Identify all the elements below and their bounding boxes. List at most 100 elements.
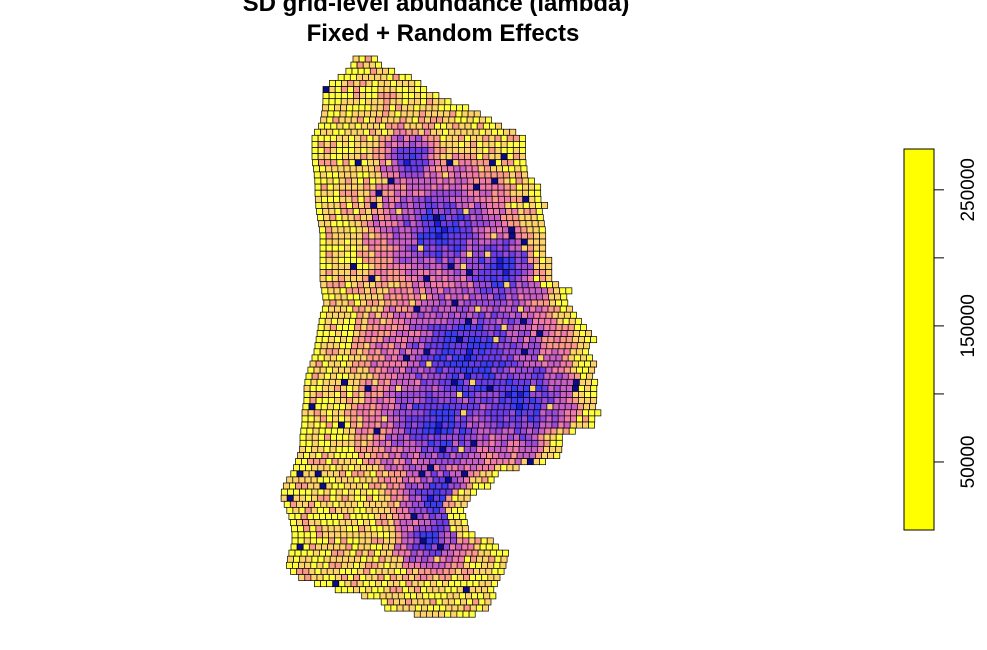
grid-cell (405, 177, 413, 185)
grid-cell (448, 171, 455, 179)
grid-cell (497, 189, 505, 197)
grid-cell (432, 378, 440, 386)
grid-cell (489, 549, 497, 557)
grid-cell (362, 263, 370, 270)
grid-cell (488, 134, 496, 142)
grid-cell (456, 561, 464, 569)
grid-cell (573, 324, 581, 331)
grid-cell (498, 287, 506, 295)
grid-cell (484, 458, 492, 466)
grid-cell (363, 342, 371, 350)
grid-cell (469, 299, 477, 307)
grid-cell (495, 317, 503, 325)
grid-cell (323, 147, 331, 154)
grid-cell (456, 104, 463, 112)
grid-cell (356, 116, 364, 124)
grid-cell (325, 269, 333, 276)
grid-cell (386, 226, 394, 234)
grid-cell (459, 317, 466, 325)
grid-cell (491, 470, 499, 478)
grid-cell (447, 275, 455, 283)
grid-cell (527, 177, 535, 185)
grid-cell (429, 366, 437, 374)
grid-cell (469, 604, 477, 612)
grid-cell (478, 232, 486, 240)
grid-cell (374, 238, 382, 246)
grid-cell (494, 324, 502, 331)
grid-cell (527, 232, 534, 240)
grid-cell (526, 317, 533, 325)
grid-cell (335, 299, 343, 307)
grid-cell (347, 92, 354, 100)
grid-cell (400, 403, 407, 411)
grid-cell (444, 586, 452, 594)
grid-cell (369, 519, 377, 527)
grid-cell (438, 507, 446, 514)
grid-cell (386, 421, 394, 429)
grid-cell (323, 555, 331, 563)
grid-cell (461, 189, 468, 197)
grid-cell (417, 116, 425, 124)
grid-cell (329, 147, 337, 154)
grid-cell (380, 458, 388, 466)
grid-cell (562, 317, 570, 325)
grid-cell (325, 256, 333, 264)
grid-cell (415, 464, 422, 472)
grid-cell (433, 214, 440, 222)
grid-cell (353, 299, 361, 307)
grid-cell (395, 531, 403, 539)
grid-cell (447, 269, 455, 276)
grid-cell (313, 458, 321, 466)
grid-cell (442, 500, 450, 508)
grid-cell (423, 366, 431, 374)
grid-cell (455, 195, 463, 203)
grid-cell (328, 378, 336, 386)
grid-cell (372, 324, 380, 331)
grid-cell (547, 336, 555, 344)
grid-cell (521, 171, 529, 179)
grid-cell (466, 250, 473, 258)
grid-cell (357, 519, 364, 527)
grid-cell (471, 592, 478, 600)
grid-cell (419, 305, 427, 313)
grid-cell (457, 330, 464, 337)
grid-cell (316, 507, 324, 514)
grid-cell (312, 513, 320, 520)
grid-cell (517, 360, 524, 368)
grid-cell (565, 397, 573, 405)
grid-cell (384, 446, 392, 453)
grid-cell (327, 452, 335, 459)
grid-cell (357, 110, 365, 118)
grid-cell (484, 269, 492, 276)
grid-cell (514, 421, 522, 429)
grid-cell (404, 592, 411, 600)
grid-cell (382, 525, 390, 533)
grid-cell (493, 330, 501, 337)
grid-cell (327, 336, 335, 344)
grid-cell (355, 317, 363, 325)
grid-cell (280, 488, 288, 496)
grid-cell (386, 275, 394, 283)
grid-cell (526, 226, 534, 234)
grid-cell (485, 189, 493, 197)
grid-cell (379, 592, 387, 600)
grid-cell (471, 427, 479, 435)
grid-cell (448, 128, 456, 136)
grid-cell (466, 269, 473, 276)
grid-cell (502, 415, 510, 423)
grid-cell (306, 549, 314, 557)
grid-cell (315, 397, 323, 405)
grid-cell (439, 354, 447, 362)
grid-cell (389, 92, 397, 100)
grid-cell (323, 507, 330, 514)
grid-cell (449, 202, 457, 209)
grid-cell (530, 378, 538, 386)
grid-cell (525, 354, 532, 362)
grid-cell (361, 549, 369, 557)
grid-cell (427, 488, 435, 496)
grid-cell (423, 598, 431, 606)
grid-cell (399, 598, 406, 606)
grid-cell (350, 128, 358, 136)
grid-cell (524, 330, 531, 337)
grid-cell (308, 500, 316, 508)
